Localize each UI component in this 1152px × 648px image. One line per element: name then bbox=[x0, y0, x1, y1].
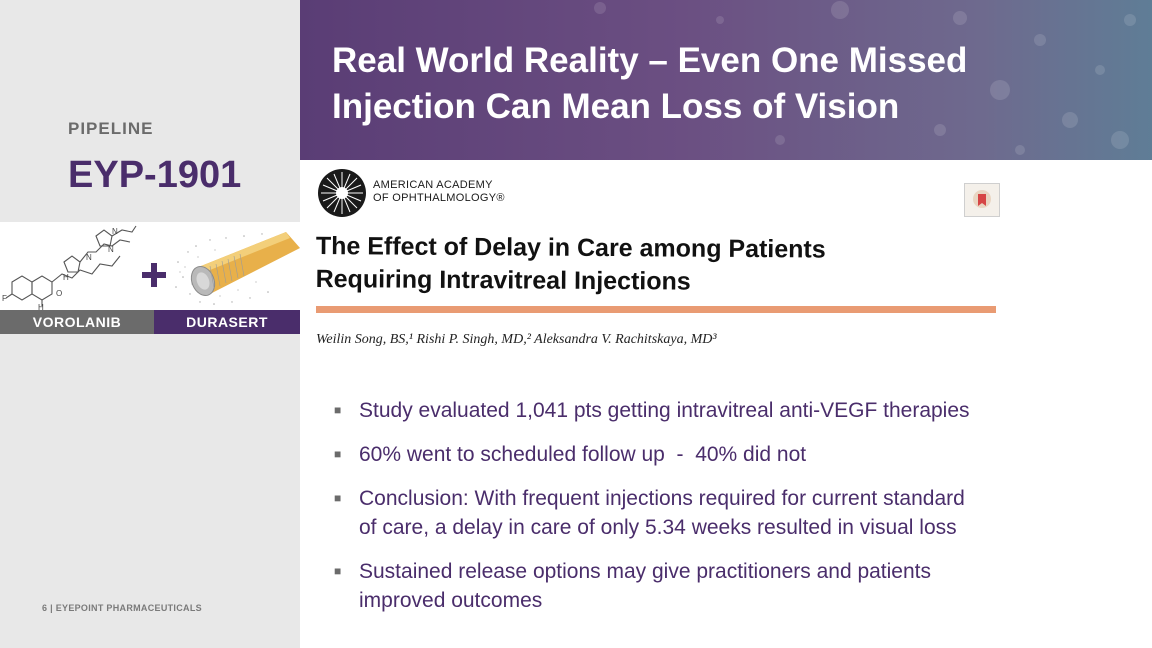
bullet-text: 60% went to scheduled follow up - 40% di… bbox=[359, 443, 807, 466]
journal-badge-icon bbox=[964, 183, 1000, 217]
image-caption-row: VOROLANIB DURASERT bbox=[0, 310, 300, 334]
vorolanib-caption: VOROLANIB bbox=[0, 310, 154, 334]
header-banner: Real World Reality – Even One Missed Inj… bbox=[300, 0, 1152, 160]
slide-footer: 6 | EYEPOINT PHARMACEUTICALS bbox=[42, 603, 202, 613]
article-title: The Effect of Delay in Care among Patien… bbox=[316, 230, 1016, 301]
product-name: EYP-1901 bbox=[68, 154, 242, 196]
svg-text:F: F bbox=[2, 294, 7, 303]
molecule-and-implant-illustration: F O H H N N N bbox=[2, 225, 300, 312]
publisher-name: AMERICAN ACADEMY OF OPHTHALMOLOGY® bbox=[373, 179, 505, 205]
square-bullet-icon: ■ bbox=[334, 491, 342, 505]
plus-icon bbox=[142, 263, 166, 287]
bullet-item: ■ Sustained release options may give pra… bbox=[334, 557, 1094, 615]
svg-text:O: O bbox=[56, 289, 62, 298]
section-label: PIPELINE bbox=[68, 119, 154, 138]
svg-text:N: N bbox=[86, 253, 92, 262]
svg-text:N: N bbox=[112, 227, 118, 236]
article-authors: Weilin Song, BS,¹ Rishi P. Singh, MD,² A… bbox=[316, 332, 717, 347]
bullet-text-line-1: Sustained release options may give pract… bbox=[359, 560, 932, 583]
bullet-text-line-2: of care, a delay in care of only 5.34 we… bbox=[359, 516, 957, 539]
bullet-item: ■ Study evaluated 1,041 pts getting intr… bbox=[334, 396, 1094, 425]
square-bullet-icon: ■ bbox=[334, 564, 342, 578]
svg-text:H: H bbox=[63, 273, 69, 282]
speckle-cloud-icon bbox=[175, 233, 269, 305]
square-bullet-icon: ■ bbox=[334, 447, 342, 461]
publisher-line-1: AMERICAN ACADEMY bbox=[373, 179, 493, 191]
product-image-strip: F O H H N N N bbox=[0, 222, 300, 312]
svg-text:H: H bbox=[38, 303, 44, 310]
bullet-item: ■ Conclusion: With frequent injections r… bbox=[334, 484, 1094, 542]
implant-rod-icon bbox=[190, 232, 300, 297]
article-title-line-1: The Effect of Delay in Care among Patien… bbox=[315, 231, 826, 264]
molecule-structure-icon bbox=[5, 225, 137, 306]
left-panel: PIPELINE EYP-1901 F O H H N N bbox=[0, 0, 300, 648]
aao-starburst-logo-icon bbox=[318, 169, 366, 217]
key-points-list: ■ Study evaluated 1,041 pts getting intr… bbox=[334, 396, 1094, 630]
journal-article-snippet: AMERICAN ACADEMY OF OPHTHALMOLOGY® The E… bbox=[300, 160, 1152, 360]
square-bullet-icon: ■ bbox=[334, 403, 342, 417]
bullet-item: ■ 60% went to scheduled follow up - 40% … bbox=[334, 440, 1094, 469]
bullet-text-line-1: Conclusion: With frequent injections req… bbox=[359, 487, 965, 510]
title-divider bbox=[316, 306, 996, 313]
bullet-text: Study evaluated 1,041 pts getting intrav… bbox=[359, 399, 970, 422]
svg-text:N: N bbox=[108, 245, 114, 254]
article-title-line-2: Requiring Intravitreal Injections bbox=[315, 264, 691, 296]
water-droplets-background bbox=[594, 1, 1136, 155]
publisher-line-2: OF OPHTHALMOLOGY® bbox=[373, 192, 505, 204]
slide-title: Real World Reality – Even One Missed Inj… bbox=[332, 41, 968, 126]
bullet-text-line-2: improved outcomes bbox=[359, 589, 543, 612]
durasert-caption: DURASERT bbox=[154, 310, 300, 334]
